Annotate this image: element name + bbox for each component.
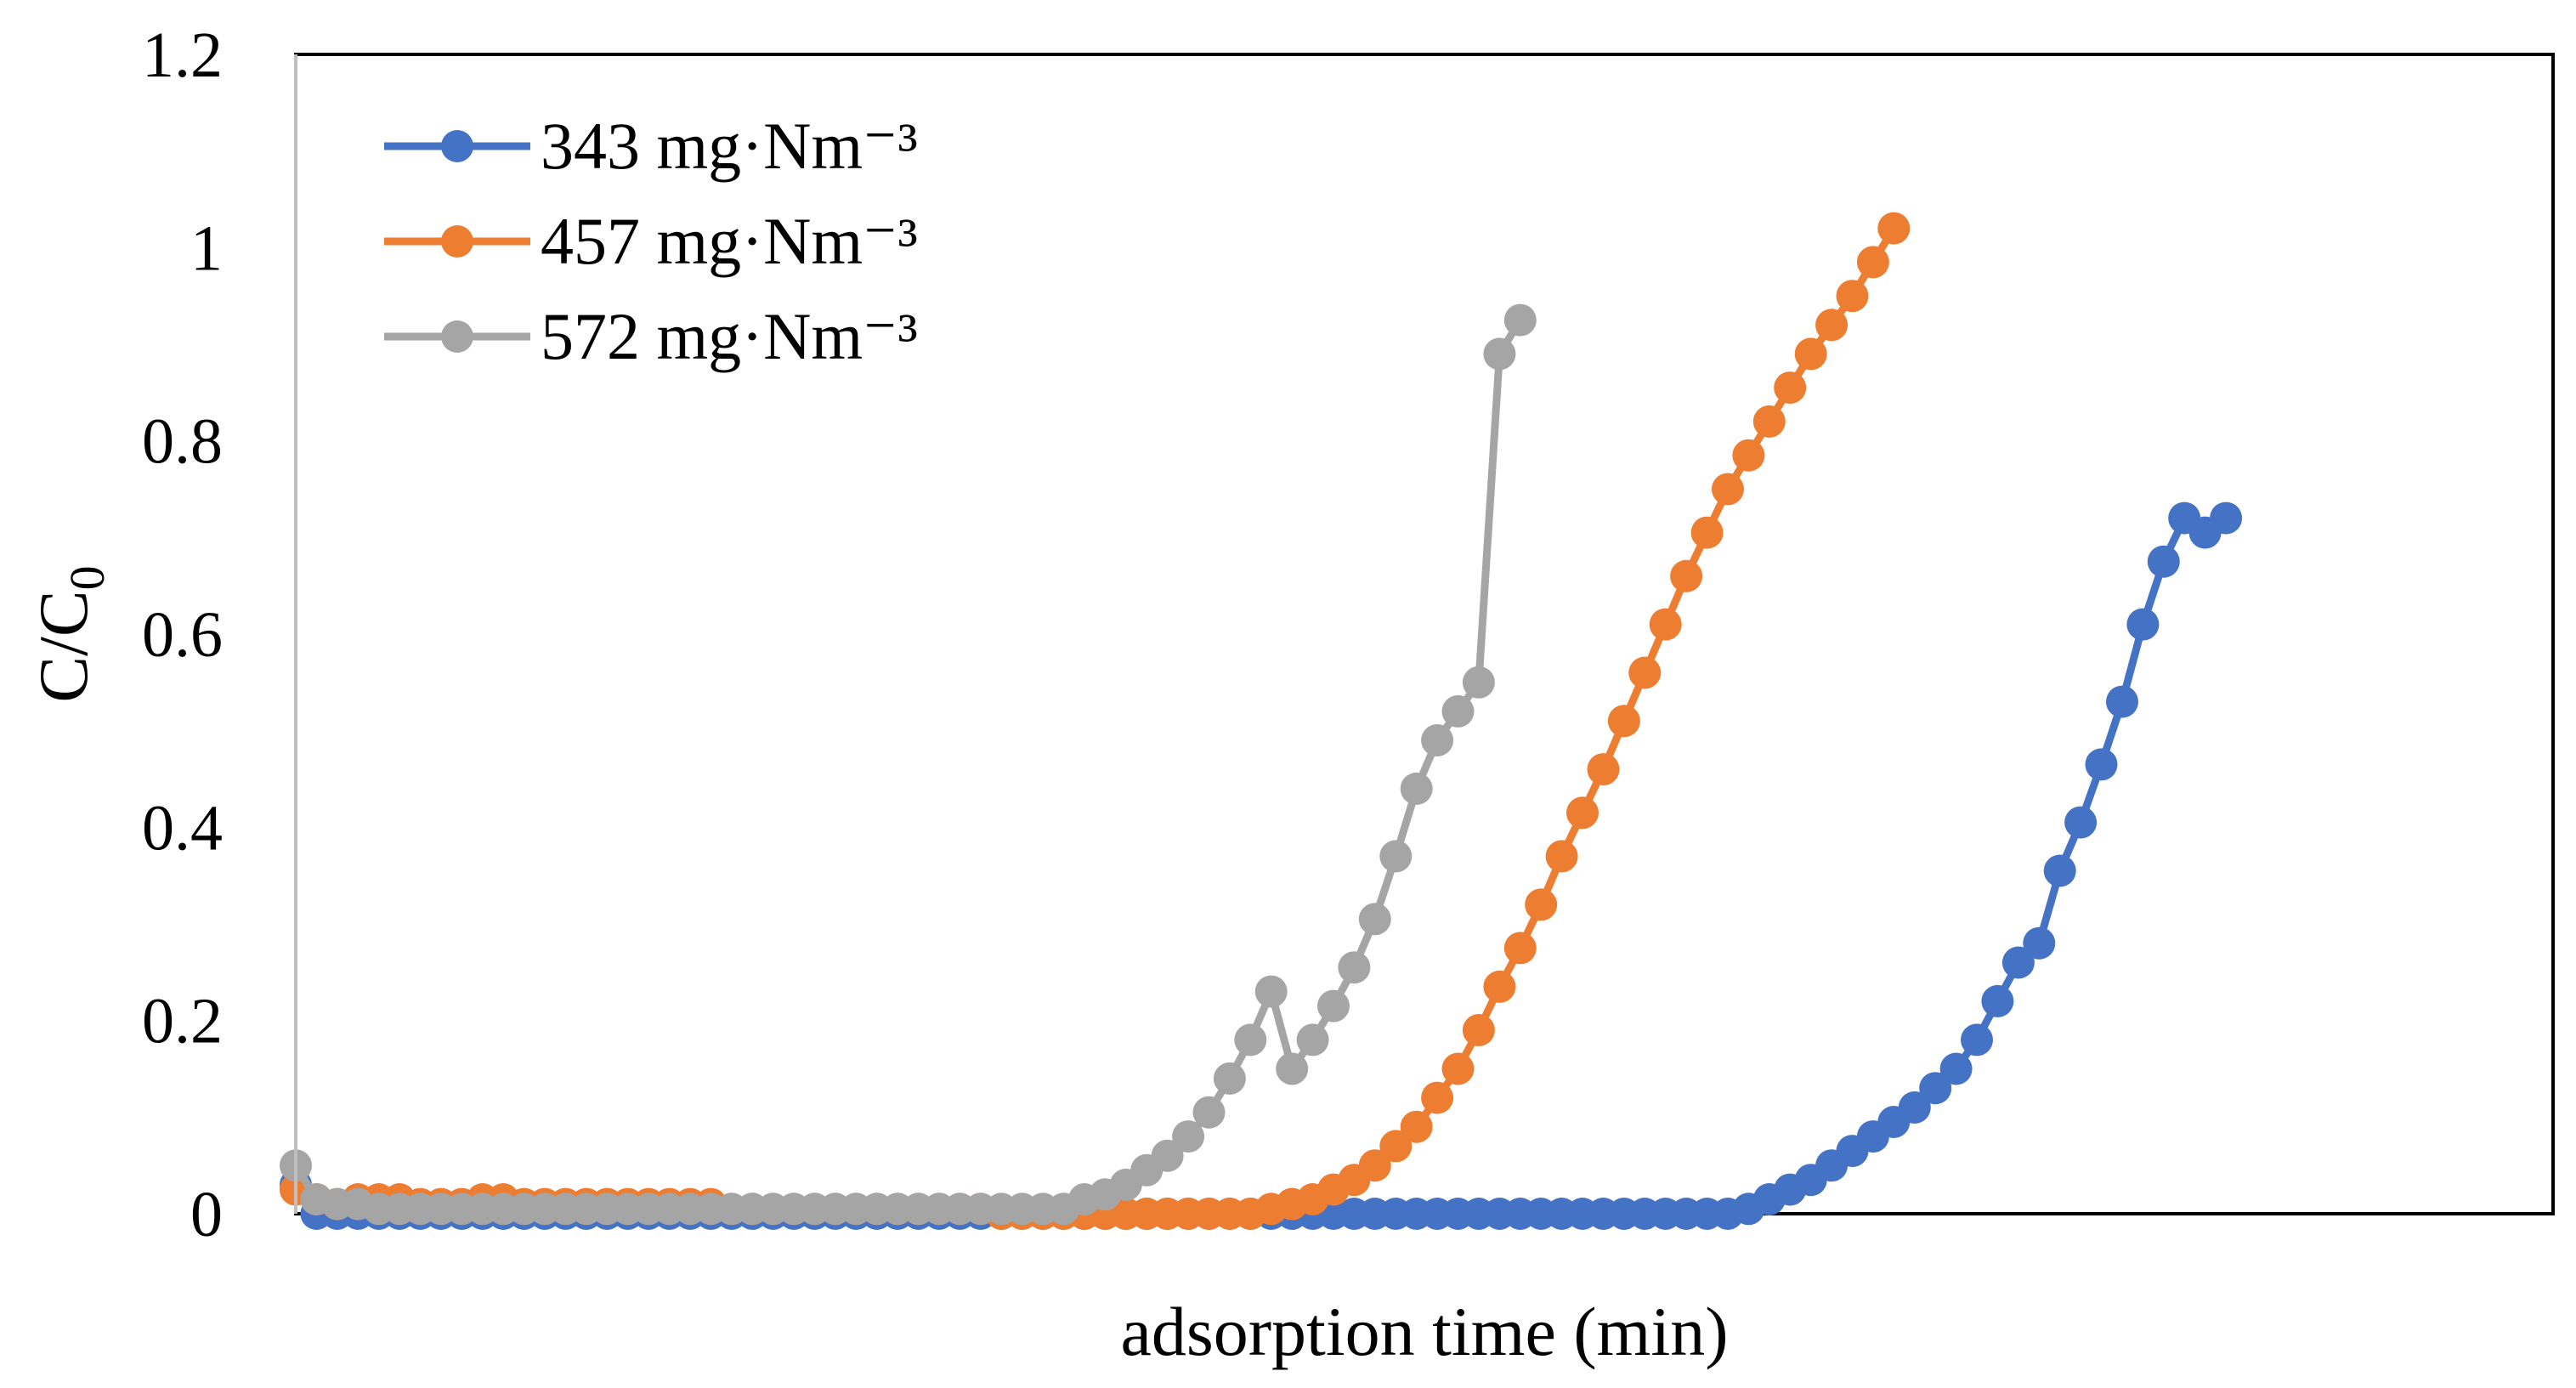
data-point (1525, 888, 1558, 921)
data-point (1877, 212, 1911, 245)
data-point (1400, 1110, 1433, 1143)
data-point (2064, 806, 2098, 839)
y-axis-title: C/C0 (25, 565, 115, 702)
data-point (1856, 246, 1889, 279)
data-point (1317, 989, 1350, 1023)
data-point (1441, 694, 1475, 728)
data-point (1462, 1014, 1495, 1046)
data-point (1234, 1023, 1267, 1057)
y-tick-label: 0 (190, 1179, 223, 1250)
legend-swatch-marker (441, 320, 473, 353)
legend: 343 mg·Nm⁻³ 457 mg·Nm⁻³ 572 mg·Nm⁻³ (384, 109, 918, 373)
data-point (1794, 337, 1827, 371)
data-point (1503, 932, 1537, 965)
legend-swatch-marker (441, 225, 473, 258)
data-point (1961, 1023, 1993, 1057)
y-tick-label: 1 (190, 212, 223, 284)
data-point (1566, 796, 1599, 830)
data-point (1732, 439, 1765, 472)
data-point (1898, 1091, 1931, 1124)
data-point (1545, 840, 1578, 873)
data-point (1690, 516, 1724, 549)
data-point (1296, 1023, 1329, 1057)
data-point (1483, 337, 1516, 371)
legend-swatch-marker (441, 130, 473, 162)
y-tick-label: 1.2 (142, 20, 223, 91)
data-point (1670, 559, 1703, 592)
data-point (1441, 1052, 1475, 1085)
data-point (2106, 685, 2138, 718)
data-point (2001, 946, 2035, 979)
data-point (1379, 840, 1413, 873)
y-axis-title-subscript: 0 (59, 565, 115, 590)
data-point (1649, 608, 1682, 641)
data-point (1379, 1130, 1413, 1163)
y-tick-label: 0.8 (142, 406, 223, 478)
legend-label: 457 mg·Nm⁻³ (541, 204, 918, 278)
series-3 (280, 303, 1537, 1226)
legend-item: 457 mg·Nm⁻³ (384, 204, 918, 278)
data-point (1276, 1052, 1309, 1085)
y-axis-ticks: 0 0.2 0.4 0.6 0.8 1 1.2 (142, 20, 297, 1250)
data-point (2210, 501, 2243, 535)
data-point (1628, 656, 1662, 689)
data-point (2126, 608, 2160, 641)
y-tick-label: 0.2 (142, 986, 223, 1057)
data-point (1939, 1052, 1973, 1085)
data-point (2043, 854, 2076, 887)
data-point (1151, 1139, 1184, 1172)
y-axis-title-main: C/C (25, 590, 102, 702)
data-point (1752, 405, 1786, 438)
data-point (1400, 772, 1433, 805)
x-axis-title: adsorption time (min) (1120, 1293, 1728, 1370)
series-layer (280, 212, 2243, 1230)
data-point (1192, 1096, 1226, 1129)
data-point (1254, 975, 1288, 1008)
data-point (1503, 303, 1537, 337)
data-point (1421, 724, 1454, 756)
y-tick-label: 0.6 (142, 599, 223, 671)
data-point (1607, 705, 1640, 738)
data-point (1338, 951, 1371, 984)
data-point (1421, 1081, 1454, 1114)
data-point (1712, 473, 1744, 506)
data-point (1213, 1062, 1246, 1095)
y-tick-label: 0.4 (142, 792, 223, 864)
data-point (1981, 984, 2014, 1017)
data-point (1358, 903, 1391, 936)
legend-label: 572 mg·Nm⁻³ (541, 299, 918, 373)
data-point (1483, 970, 1516, 1003)
data-point (2023, 926, 2056, 960)
data-point (1919, 1072, 1952, 1105)
data-point (2147, 545, 2180, 578)
legend-label: 343 mg·Nm⁻³ (541, 109, 918, 183)
data-point (1836, 280, 1869, 313)
data-point (1462, 666, 1495, 699)
data-point (1815, 309, 1848, 342)
legend-item: 572 mg·Nm⁻³ (384, 299, 918, 373)
data-point (1358, 1149, 1391, 1182)
data-point (1172, 1120, 1205, 1153)
legend-item: 343 mg·Nm⁻³ (384, 109, 918, 183)
data-point (2085, 748, 2118, 781)
data-point (1587, 753, 1620, 786)
data-point (1774, 371, 1807, 405)
plot-area-frame (294, 53, 2555, 1215)
